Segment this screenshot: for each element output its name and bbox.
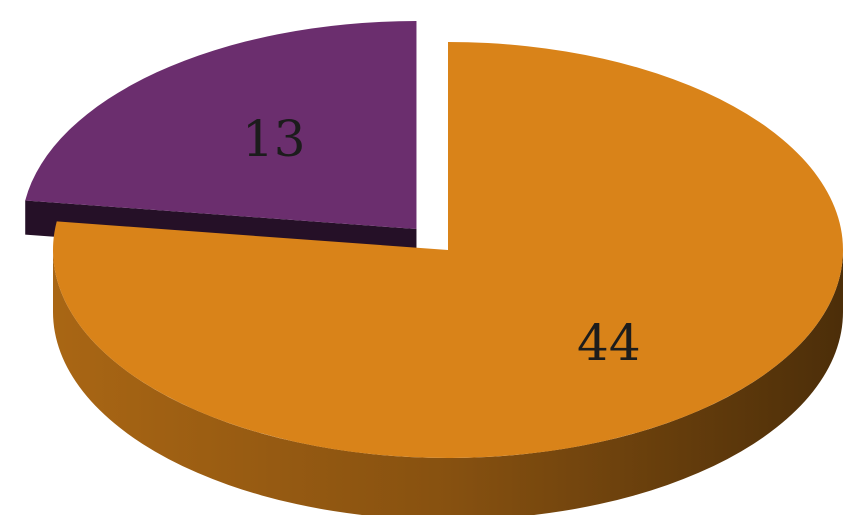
slices-layer — [25, 21, 843, 515]
pie-slice-top-1 — [25, 21, 417, 230]
labels-layer: 44 13 — [242, 110, 641, 372]
pie-slice-side-0 — [53, 250, 843, 515]
data-label-1: 13 — [242, 110, 306, 168]
data-label-0: 44 — [577, 314, 641, 372]
pie-slice-top-0 — [53, 42, 843, 458]
pie-slice-0 — [53, 42, 843, 515]
